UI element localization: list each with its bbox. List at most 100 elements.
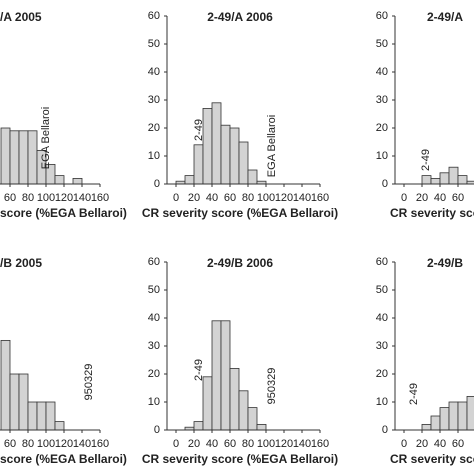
y-tick-label: 60: [148, 10, 160, 22]
x-tick-label: 0: [401, 192, 407, 204]
y-tick-label: 20: [376, 122, 388, 134]
x-tick-label: 140: [293, 192, 311, 204]
bar: [247, 407, 258, 431]
y-tick-label: 50: [376, 38, 388, 50]
bar: [18, 130, 29, 185]
x-axis-label: CR severity score: [390, 452, 474, 466]
bar: [54, 421, 65, 431]
y-tick-label: 10: [148, 150, 160, 162]
y-tick-label: 0: [154, 424, 160, 436]
bar: [54, 175, 65, 185]
annotation: EGA Bellaroi: [40, 107, 52, 169]
bar: [202, 376, 213, 431]
x-axis-label: CR severity score (%EGA Bellaroi): [142, 452, 338, 466]
bar: [229, 367, 240, 431]
annotation: 2-49: [193, 119, 205, 141]
bar: [193, 421, 204, 431]
x-tick-label: 140: [73, 438, 91, 450]
bar: [457, 175, 468, 185]
bar: [0, 127, 11, 185]
x-tick-label: 120: [275, 438, 293, 450]
x-tick-label: 40: [206, 438, 218, 450]
bar: [72, 177, 83, 185]
y-tick-label: 40: [376, 66, 388, 78]
x-tick-label: 100: [37, 438, 55, 450]
bar: [457, 401, 468, 431]
x-tick-label: 60: [224, 192, 236, 204]
x-tick-label: 0: [173, 438, 179, 450]
x-tick-label: 120: [275, 192, 293, 204]
bar: [229, 127, 240, 185]
x-tick-label: 100: [37, 192, 55, 204]
bar: [220, 124, 231, 185]
x-tick-label: 80: [242, 438, 254, 450]
bar: [45, 401, 56, 431]
bar: [421, 423, 432, 431]
y-tick-label: 30: [376, 94, 388, 106]
y-tick-label: 50: [148, 38, 160, 50]
y-tick-label: 20: [148, 122, 160, 134]
bar: [220, 320, 231, 431]
bar: [421, 175, 432, 185]
annotation: 2-49: [420, 149, 432, 171]
chart-title: 2-49/A: [427, 10, 463, 24]
bar: [439, 172, 450, 185]
y-tick-label: 40: [148, 66, 160, 78]
y-tick-label: 40: [376, 312, 388, 324]
annotation: 950329: [83, 364, 95, 401]
x-tick-label: 160: [91, 192, 109, 204]
x-tick-label: 80: [22, 438, 34, 450]
bar: [0, 339, 11, 431]
y-tick-label: 10: [376, 396, 388, 408]
chart-title: /B 2005: [0, 256, 42, 270]
x-axis-label: CR severity score (%EGA Bellaroi): [142, 206, 338, 220]
bar: [238, 390, 249, 431]
x-tick-label: 140: [73, 192, 91, 204]
x-tick-label: 120: [55, 438, 73, 450]
bar: [193, 144, 204, 185]
y-tick-label: 0: [382, 424, 388, 436]
x-tick-label: 100: [257, 192, 275, 204]
annotation: 950329: [266, 368, 278, 405]
x-axis-label: score (%EGA Bellaroi): [0, 206, 127, 220]
x-tick-label: 80: [242, 192, 254, 204]
x-tick-label: 0: [173, 192, 179, 204]
y-tick-label: 60: [376, 10, 388, 22]
y-tick-label: 30: [148, 340, 160, 352]
x-tick-label: 40: [434, 192, 446, 204]
y-tick-label: 30: [376, 340, 388, 352]
x-tick-label: 140: [293, 438, 311, 450]
y-tick-label: 0: [382, 178, 388, 190]
x-tick-label: 60: [452, 438, 464, 450]
chart-title: 2-49/B: [427, 256, 463, 270]
bar: [27, 130, 38, 185]
bar: [466, 395, 474, 431]
x-tick-label: 60: [4, 192, 16, 204]
x-axis-label: score (%EGA Bellaroi): [0, 452, 127, 466]
y-tick-label: 60: [148, 256, 160, 268]
y-tick-label: 20: [148, 368, 160, 380]
x-axis-label: CR severity score: [390, 206, 474, 220]
bar: [247, 169, 258, 185]
bar: [18, 373, 29, 431]
x-tick-label: 80: [22, 192, 34, 204]
y-tick-label: 30: [148, 94, 160, 106]
bar: [9, 130, 20, 185]
x-tick-label: 100: [257, 438, 275, 450]
chart-title: 2-49/B 2006: [207, 256, 273, 270]
x-tick-label: 0: [401, 438, 407, 450]
bar: [256, 423, 267, 431]
y-tick-label: 20: [376, 368, 388, 380]
y-tick-label: 50: [148, 284, 160, 296]
x-tick-label: 60: [4, 438, 16, 450]
y-tick-label: 10: [148, 396, 160, 408]
bar: [27, 401, 38, 431]
bar: [448, 166, 459, 185]
y-tick-label: 60: [376, 256, 388, 268]
chart-title: /A 2005: [0, 10, 42, 24]
bar: [9, 373, 20, 431]
x-tick-label: 20: [416, 438, 428, 450]
y-tick-label: 40: [148, 312, 160, 324]
bar: [211, 320, 222, 431]
